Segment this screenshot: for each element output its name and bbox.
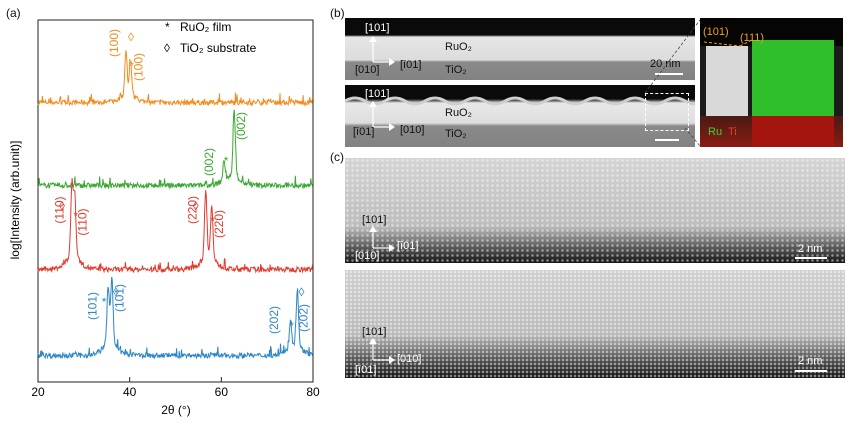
film-label: RuO₂ bbox=[445, 41, 472, 53]
peak-label: (110) bbox=[76, 208, 90, 235]
panel-label-c: (c) bbox=[330, 150, 344, 164]
axis-arrows-icon bbox=[369, 101, 395, 131]
x-tick-label: 40 bbox=[123, 385, 137, 399]
legend-substrate-symbol: ◊ bbox=[164, 41, 170, 55]
peak-label: (002) bbox=[202, 148, 216, 176]
facet-101-label: (101) bbox=[703, 26, 729, 38]
legend-film-symbol: * bbox=[165, 20, 170, 34]
tem-image-b-bottom: [101] [ī01] [010] RuO₂ TiO₂ bbox=[345, 85, 695, 147]
film-peak-marker: * bbox=[102, 295, 107, 309]
film-peak-marker: * bbox=[73, 209, 78, 223]
peak-label: (202) bbox=[267, 306, 281, 334]
xrd-chart: 20 40 60 80 (100) ◊(100)*(002) *(002)(110)◊(1… bbox=[8, 19, 320, 417]
peak-label: (220) bbox=[186, 196, 200, 224]
scale-bar-label: 2 nm bbox=[798, 243, 823, 255]
film-peak-marker: * bbox=[129, 59, 134, 73]
peak-label: (101) bbox=[112, 284, 126, 312]
peak-label: (110) bbox=[53, 196, 67, 223]
peak-label: (202) bbox=[297, 304, 311, 332]
xrd-trace-110 bbox=[37, 178, 313, 274]
legend-substrate-label: TiO₂ substrate bbox=[180, 41, 257, 55]
hrtem-image-c-top: [101] [ī01] [010] 2 nm bbox=[345, 158, 845, 263]
ru-region bbox=[752, 40, 834, 116]
zoom-region-box bbox=[645, 93, 689, 131]
axis-arrows-icon bbox=[369, 226, 395, 252]
ru-label: Ru bbox=[708, 126, 723, 138]
substrate-peak-marker: ◊ bbox=[113, 285, 119, 299]
scale-bar bbox=[655, 139, 679, 141]
legend-film-label: RuO₂ film bbox=[180, 20, 231, 34]
x-axis-label: 2θ (°) bbox=[161, 403, 190, 417]
axis-arrows-icon bbox=[369, 338, 395, 364]
panel-label-a: (a) bbox=[6, 6, 21, 20]
film-peak-marker: * bbox=[210, 214, 215, 228]
scale-bar bbox=[795, 257, 827, 259]
peak-labels: (100) ◊(100)*(002) *(002)(110)◊(110)* (220)… bbox=[53, 29, 311, 334]
scale-bar-label: 20 nm bbox=[650, 58, 681, 70]
axis-up-label: [101] bbox=[362, 214, 387, 226]
plot-frame bbox=[37, 19, 314, 383]
substrate-label: TiO₂ bbox=[445, 128, 467, 140]
x-tick-label: 60 bbox=[215, 385, 229, 399]
hrtem-image-c-bottom: [101] [010] [ī01] 2 nm bbox=[345, 270, 845, 378]
facet-111-label: (111) bbox=[740, 32, 765, 44]
substrate-peak-marker: ◊ bbox=[59, 199, 65, 213]
substrate-peak-marker: ◊ bbox=[298, 285, 304, 299]
axis-arrows-icon bbox=[369, 36, 395, 66]
axis-right-label: [ī01] bbox=[397, 240, 419, 252]
eds-map: (101) (111) Ru Ti bbox=[700, 18, 843, 147]
axis-out-label: [ī01] bbox=[353, 126, 375, 138]
panel-label-b: (b) bbox=[330, 6, 345, 20]
axis-up-label: [101] bbox=[362, 326, 387, 338]
axis-out-label: [010] bbox=[355, 250, 380, 262]
xrd-traces bbox=[37, 50, 313, 360]
peak-label: (101) bbox=[86, 292, 100, 320]
xrd-trace-002 bbox=[37, 109, 313, 190]
film-peak-marker: * bbox=[224, 154, 229, 168]
axis-out-label: [010] bbox=[355, 64, 380, 76]
x-tick-label: 20 bbox=[31, 385, 45, 399]
film-label: RuO₂ bbox=[445, 107, 472, 119]
scale-bar-label: 2 nm bbox=[798, 355, 823, 367]
xrd-trace-101 bbox=[37, 276, 313, 360]
axis-right-label: [ī01] bbox=[400, 59, 422, 71]
tem-image-b-top: [101] [010] [ī01] RuO₂ TiO₂ 20 nm bbox=[345, 18, 695, 80]
substrate-peak-marker: ◊ bbox=[128, 30, 134, 44]
film-grain bbox=[706, 46, 748, 116]
x-ticks: 20 40 60 80 bbox=[31, 377, 320, 399]
peak-label: (100) bbox=[132, 53, 146, 81]
axis-out-label: [ī01] bbox=[355, 364, 377, 376]
substrate-peak-marker: ◊ bbox=[193, 199, 199, 213]
axis-up-label: [101] bbox=[365, 22, 390, 34]
peak-label: (220) bbox=[212, 210, 226, 238]
ti-label: Ti bbox=[728, 126, 737, 138]
peak-label: (002) bbox=[234, 112, 248, 140]
x-tick-label: 80 bbox=[306, 385, 320, 399]
film-peak-marker: * bbox=[289, 319, 294, 333]
axis-up-label: [101] bbox=[365, 88, 390, 100]
substrate-label: TiO₂ bbox=[445, 64, 467, 76]
axis-right-label: [010] bbox=[397, 353, 422, 365]
zoom-connector bbox=[644, 19, 701, 147]
axis-right-label: [010] bbox=[400, 124, 425, 136]
xrd-trace-100 bbox=[37, 50, 313, 107]
scale-bar bbox=[795, 370, 827, 372]
scale-bar bbox=[655, 73, 683, 75]
peak-label: (100) bbox=[107, 29, 121, 57]
facet-lines bbox=[703, 39, 753, 47]
y-axis-label: log[Intensity (arb.unit)] bbox=[8, 141, 22, 260]
